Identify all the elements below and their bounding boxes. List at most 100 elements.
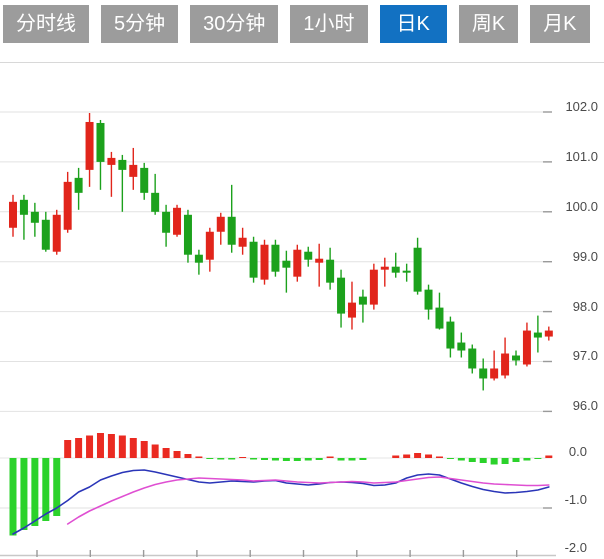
candle-down [162, 211, 171, 233]
macd-bar-up [435, 456, 443, 458]
tab-5min[interactable]: 5分钟 [101, 5, 179, 43]
macd-bar-down [315, 458, 323, 460]
macd-bar-up [425, 454, 433, 458]
candle-up [544, 330, 553, 337]
price-axis-label: 98.0 [572, 299, 598, 314]
macd-bar-down [20, 458, 28, 530]
macd-bar-down [250, 458, 258, 460]
candle-down [326, 259, 335, 283]
macd-bar-down [53, 458, 61, 516]
candle-down [96, 122, 105, 162]
candle-down [468, 348, 477, 369]
macd-bar-down [31, 458, 39, 526]
macd-bar-down [261, 458, 269, 460]
candle-up [490, 368, 499, 379]
candle-down [512, 355, 521, 361]
macd-bar-up [195, 456, 203, 458]
candle-down [446, 321, 455, 349]
candle-down [271, 244, 280, 272]
candle-up [347, 302, 356, 318]
candle-down [194, 254, 203, 263]
price-axis-label: 101.0 [565, 149, 598, 164]
macd-bar-up [392, 455, 400, 458]
candle-up [9, 201, 17, 228]
macd-axis-label: -2.0 [564, 540, 587, 555]
macd-bar-up [162, 448, 170, 458]
candle-down [304, 251, 313, 260]
tab-monthly-k[interactable]: 月K [530, 5, 590, 43]
macd-bar-up [239, 457, 247, 458]
macd-bar-down [337, 458, 345, 461]
candle-up [501, 353, 510, 376]
macd-bar-down [42, 458, 50, 521]
tab-weekly-k[interactable]: 周K [458, 5, 519, 43]
candle-down [282, 260, 291, 268]
tab-1hour[interactable]: 1小时 [290, 5, 368, 43]
tab-daily-k[interactable]: 日K [379, 5, 447, 43]
candle-down [249, 241, 258, 278]
candle-down [424, 289, 433, 310]
macd-bar-up [414, 453, 422, 458]
candle-up [107, 157, 116, 165]
macd-bar-up [140, 441, 148, 458]
dif-line [12, 469, 550, 535]
candle-down [402, 270, 411, 273]
macd-bar-down [534, 458, 542, 459]
macd-bar-down [282, 458, 290, 461]
candle-up [522, 330, 531, 365]
macd-bar-up [75, 438, 83, 458]
macd-bar-up [173, 451, 181, 458]
candle-down [151, 192, 160, 212]
price-axis-label: 99.0 [572, 249, 598, 264]
candle-up [173, 207, 182, 235]
tab-30min[interactable]: 30分钟 [190, 5, 279, 43]
macd-bar-up [151, 444, 159, 458]
price-axis-label: 100.0 [565, 199, 598, 214]
price-axis-label: 102.0 [565, 99, 598, 114]
macd-bar-down [206, 458, 214, 459]
candle-down [19, 199, 28, 215]
macd-bar-down [293, 458, 301, 461]
candle-up [63, 181, 72, 230]
macd-bar-down [446, 458, 454, 459]
candle-up [380, 266, 389, 270]
candle-down [41, 219, 50, 250]
candle-down [30, 211, 39, 223]
candle-down [413, 247, 422, 292]
macd-axis-label: -1.0 [564, 492, 587, 507]
candle-up [216, 216, 225, 232]
macd-bar-down [501, 458, 509, 464]
macd-bar-up [184, 454, 192, 458]
candle-down [118, 159, 127, 170]
macd-bar-down [217, 458, 225, 460]
candle-down [337, 277, 346, 314]
macd-bar-up [326, 456, 334, 458]
macd-bar-down [468, 458, 476, 462]
candle-down [140, 167, 149, 193]
macd-bar-up [545, 455, 553, 458]
macd-bar-down [359, 458, 367, 460]
candle-down [457, 342, 466, 351]
candle-down [435, 307, 444, 329]
candle-up [260, 244, 269, 280]
macd-bar-up [64, 440, 72, 458]
macd-bar-down [228, 458, 236, 460]
macd-bar-down [457, 458, 465, 461]
macd-bar-up [403, 454, 411, 458]
candle-down [358, 296, 367, 305]
macd-bar-down [512, 458, 520, 462]
candle-up [315, 258, 324, 263]
candle-down [183, 214, 192, 255]
candle-up [52, 214, 61, 252]
candle-down [74, 177, 83, 193]
macd-bar-up [118, 435, 126, 458]
macd-bar-down [490, 458, 498, 465]
period-tab-bar: 分时线 5分钟 30分钟 1小时 日K 周K 月K [3, 5, 590, 43]
tab-time-line[interactable]: 分时线 [3, 5, 89, 43]
candle-down [533, 332, 542, 338]
candle-down [227, 216, 236, 245]
candle-up [293, 249, 302, 277]
candle-up [129, 164, 138, 177]
